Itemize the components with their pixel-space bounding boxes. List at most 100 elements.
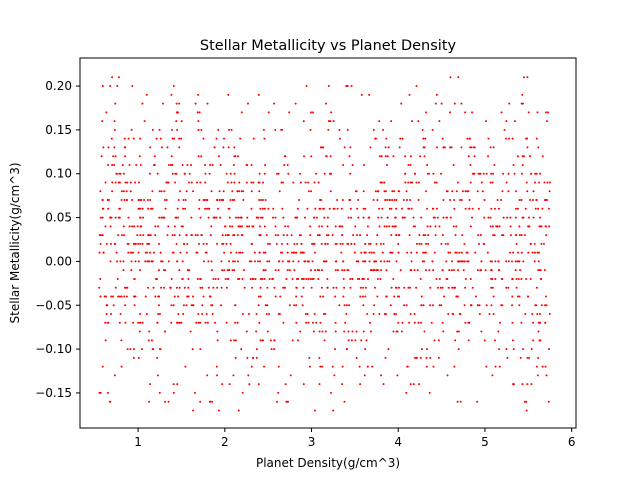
data-point bbox=[470, 304, 473, 307]
data-point bbox=[372, 313, 375, 316]
data-point bbox=[547, 111, 549, 114]
data-point bbox=[224, 225, 227, 228]
data-point bbox=[163, 400, 166, 403]
data-point bbox=[266, 304, 269, 307]
data-point bbox=[360, 251, 363, 254]
data-point bbox=[286, 234, 289, 237]
data-point bbox=[483, 216, 486, 219]
data-point bbox=[196, 277, 199, 280]
data-point bbox=[210, 304, 213, 307]
data-point bbox=[180, 321, 183, 324]
data-point bbox=[524, 313, 527, 316]
data-point bbox=[131, 199, 134, 202]
data-point bbox=[109, 225, 112, 228]
data-point bbox=[122, 225, 125, 228]
data-point bbox=[158, 216, 161, 219]
data-point bbox=[302, 277, 305, 280]
data-point bbox=[259, 216, 262, 219]
data-point bbox=[254, 277, 257, 280]
data-point bbox=[255, 330, 258, 333]
data-point bbox=[530, 172, 533, 175]
data-point bbox=[246, 163, 249, 166]
data-point bbox=[292, 181, 295, 184]
data-point bbox=[286, 242, 289, 245]
data-point bbox=[171, 234, 174, 237]
data-point bbox=[385, 225, 388, 228]
data-point bbox=[396, 295, 399, 298]
data-point bbox=[375, 260, 378, 263]
data-point bbox=[391, 225, 394, 228]
data-point bbox=[537, 260, 540, 263]
data-point bbox=[173, 295, 176, 298]
data-point bbox=[467, 155, 470, 158]
data-point bbox=[329, 155, 332, 158]
data-point bbox=[519, 269, 522, 272]
data-point bbox=[178, 321, 181, 324]
data-point bbox=[229, 199, 232, 202]
data-point bbox=[308, 356, 311, 359]
data-point bbox=[274, 225, 277, 228]
data-point bbox=[441, 269, 444, 272]
data-point bbox=[379, 242, 382, 245]
data-point bbox=[340, 251, 343, 254]
data-point bbox=[494, 277, 497, 280]
data-point bbox=[233, 269, 236, 272]
data-point bbox=[408, 321, 411, 324]
data-point bbox=[480, 181, 483, 184]
data-point bbox=[424, 111, 427, 114]
data-point bbox=[309, 277, 312, 280]
data-point bbox=[105, 242, 108, 245]
data-point bbox=[350, 85, 353, 88]
data-point bbox=[184, 207, 187, 210]
data-point bbox=[522, 216, 525, 219]
data-point bbox=[459, 400, 462, 403]
data-point bbox=[359, 383, 362, 386]
data-point bbox=[384, 155, 387, 158]
data-point bbox=[443, 146, 446, 149]
x-tick-label: 6 bbox=[568, 435, 576, 449]
data-point bbox=[324, 102, 327, 105]
data-point bbox=[358, 365, 361, 368]
data-point bbox=[396, 330, 399, 333]
data-point bbox=[178, 269, 181, 272]
data-point bbox=[160, 146, 163, 149]
data-point bbox=[231, 225, 234, 228]
data-point bbox=[544, 225, 547, 228]
data-point bbox=[524, 207, 527, 210]
data-point bbox=[432, 172, 435, 175]
data-point bbox=[446, 374, 449, 377]
data-point bbox=[376, 277, 379, 280]
data-point bbox=[366, 365, 369, 368]
data-point bbox=[101, 365, 104, 368]
data-point bbox=[236, 190, 239, 193]
data-point bbox=[238, 277, 241, 280]
data-point bbox=[284, 225, 287, 228]
data-point bbox=[227, 277, 230, 280]
data-point bbox=[233, 172, 236, 175]
data-point bbox=[366, 225, 369, 228]
data-point bbox=[282, 216, 285, 219]
data-point bbox=[110, 313, 113, 316]
data-point bbox=[415, 356, 418, 359]
data-point bbox=[295, 286, 298, 289]
data-point bbox=[513, 172, 516, 175]
data-point bbox=[419, 277, 422, 280]
data-point bbox=[429, 286, 432, 289]
data-point bbox=[119, 313, 122, 316]
data-point bbox=[393, 225, 396, 228]
data-point bbox=[129, 181, 132, 184]
data-point bbox=[493, 234, 496, 237]
data-point bbox=[506, 216, 509, 219]
data-point bbox=[267, 207, 270, 210]
data-point bbox=[424, 269, 427, 272]
data-point bbox=[154, 225, 157, 228]
data-point bbox=[413, 313, 416, 316]
data-point bbox=[147, 242, 150, 245]
data-point bbox=[133, 277, 136, 280]
data-point bbox=[208, 163, 211, 166]
y-tick-label: −0.10 bbox=[35, 342, 72, 356]
data-point bbox=[359, 234, 362, 237]
data-point bbox=[394, 216, 397, 219]
data-point bbox=[345, 304, 348, 307]
data-point bbox=[159, 260, 162, 263]
